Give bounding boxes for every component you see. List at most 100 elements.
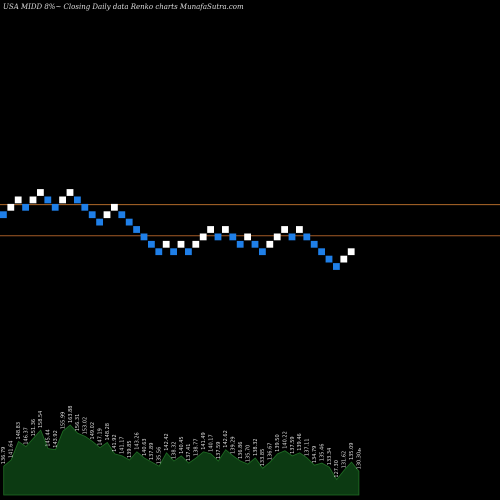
down-brick xyxy=(51,203,59,211)
down-brick xyxy=(318,248,325,256)
volume-area xyxy=(3,424,360,496)
up-brick xyxy=(199,233,207,241)
up-brick xyxy=(59,196,66,204)
down-brick xyxy=(0,211,7,219)
renko-bricks xyxy=(0,189,355,270)
volume-note: 4 xyxy=(358,448,361,454)
down-brick xyxy=(22,203,29,211)
volume-label: 145.44 xyxy=(46,429,52,447)
up-brick xyxy=(7,203,15,211)
up-brick xyxy=(222,226,229,233)
volume-label: 137.41 xyxy=(186,444,192,462)
volume-label: 136.79 xyxy=(1,447,7,465)
down-brick xyxy=(310,240,318,248)
volume-label: 138.32 xyxy=(253,438,259,456)
down-brick xyxy=(214,233,222,241)
down-brick xyxy=(74,196,81,204)
up-brick xyxy=(296,226,303,233)
down-brick xyxy=(333,263,340,270)
volume-label: 137.59 xyxy=(290,436,296,454)
down-brick xyxy=(259,248,266,256)
volume-label: 137.59 xyxy=(216,442,222,460)
volume-label: 139.85 xyxy=(127,441,133,459)
volume-label: 140.63 xyxy=(142,438,148,456)
volume-label: 143.26 xyxy=(134,432,140,450)
down-brick xyxy=(303,233,311,241)
up-brick xyxy=(66,189,74,196)
volume-label: 139.50 xyxy=(275,434,281,452)
up-brick xyxy=(347,248,355,256)
up-brick xyxy=(111,203,118,211)
volume-label: 136.67 xyxy=(268,443,274,461)
down-brick xyxy=(125,218,133,226)
volume-label: 163.88 xyxy=(68,406,74,424)
volume-label: 135.56 xyxy=(157,447,163,465)
volume-label: 140.45 xyxy=(179,436,185,454)
down-brick xyxy=(81,203,89,211)
volume-label: 137.11 xyxy=(305,438,311,456)
down-brick xyxy=(325,255,333,263)
volume-label: 140.22 xyxy=(282,431,288,449)
volume-label: 141.64 xyxy=(9,441,15,459)
volume-label: 131.62 xyxy=(342,451,348,469)
volume-label: 141.92 xyxy=(112,434,118,452)
up-brick xyxy=(244,233,251,241)
down-brick xyxy=(185,248,192,256)
down-brick xyxy=(251,240,259,248)
volume-label: 142.42 xyxy=(164,433,170,451)
down-brick xyxy=(44,196,52,204)
volume-label: 133.34 xyxy=(327,448,333,466)
volume-label: 149.02 xyxy=(90,422,96,440)
volume-label: 142.62 xyxy=(223,430,229,448)
volume-label: 135.46 xyxy=(319,444,325,462)
volume-label: 158.54 xyxy=(38,411,44,429)
volume-label: 147.19 xyxy=(97,428,103,446)
down-brick xyxy=(236,240,244,248)
up-brick xyxy=(207,226,214,233)
volume-label: 134.79 xyxy=(312,446,318,464)
up-brick xyxy=(37,189,44,196)
volume-label: 153.02 xyxy=(83,417,89,435)
up-brick xyxy=(29,196,37,204)
volume-label: 155.99 xyxy=(60,412,66,430)
volume-label: 141.17 xyxy=(120,436,126,454)
up-brick xyxy=(192,240,200,248)
volume-label: 135.70 xyxy=(245,445,251,463)
down-brick xyxy=(229,233,237,241)
volume-label: 151.36 xyxy=(31,419,37,437)
volume-label: 146.37 xyxy=(23,427,29,445)
down-brick xyxy=(288,233,296,241)
down-brick xyxy=(96,218,103,226)
volume-label: 140.17 xyxy=(208,434,214,452)
volume-label: 138.77 xyxy=(194,438,200,456)
chart-title: USA MIDD 8%~ Closing Daily data Renko ch… xyxy=(3,3,244,11)
up-brick xyxy=(162,240,170,248)
down-brick xyxy=(170,248,177,256)
down-brick xyxy=(155,248,163,256)
up-brick xyxy=(281,226,288,233)
volume-label: 137.89 xyxy=(149,443,155,461)
volume-label: 138.32 xyxy=(171,442,177,460)
volume-label: 156.31 xyxy=(75,414,81,432)
volume-label: 133.85 xyxy=(260,449,266,467)
up-brick xyxy=(340,255,348,263)
up-brick xyxy=(14,196,22,204)
down-brick xyxy=(133,226,140,233)
up-brick xyxy=(273,233,281,241)
up-brick xyxy=(177,240,185,248)
down-brick xyxy=(118,211,126,219)
volume-label: 148.28 xyxy=(105,423,111,441)
volume-label: 130.30 xyxy=(356,452,362,470)
volume-label: 143.92 xyxy=(53,430,59,448)
up-brick xyxy=(266,240,274,248)
down-brick xyxy=(148,240,155,248)
volume-label: 139.29 xyxy=(231,436,237,454)
volume-label: 127.30 xyxy=(334,460,340,478)
volume-series xyxy=(3,424,360,496)
up-brick xyxy=(103,211,111,219)
volume-label: 141.49 xyxy=(201,432,207,450)
down-brick xyxy=(140,233,148,241)
volume-label: 136.86 xyxy=(238,442,244,460)
